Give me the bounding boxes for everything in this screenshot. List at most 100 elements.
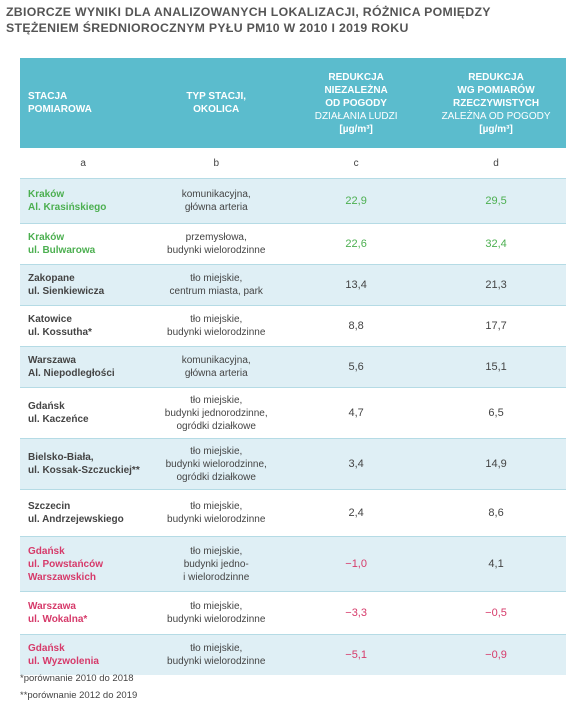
type-cell: komunikacyjna, główna arteria bbox=[146, 178, 287, 224]
type-cell: tło miejskie, budynki wielorodzinne, ogród… bbox=[146, 438, 287, 490]
value-d: 14,9 bbox=[426, 438, 566, 490]
header-sub: ZALEŻNA OD POGODY bbox=[441, 110, 551, 122]
value-d: 8,6 bbox=[426, 489, 566, 537]
header-sub: DZIAŁANIA LUDZI bbox=[314, 110, 398, 122]
station-cell: Warszawa ul. Wokalna* bbox=[20, 591, 147, 635]
station-line: Gdańsk bbox=[28, 643, 65, 654]
station-line: Szczecin bbox=[28, 501, 71, 512]
station-cell: Katowice ul. Kossutha* bbox=[20, 305, 147, 347]
value-c: 13,4 bbox=[286, 264, 427, 306]
type-line: ogródki działkowe bbox=[176, 471, 256, 483]
data-row: Kraków ul. Bulwarowa przemysłowa, budynki w… bbox=[20, 223, 566, 265]
title-line: STĘŻENIEM ŚREDNIOROCZNYM PYŁU PM10 W 201… bbox=[6, 21, 409, 35]
type-line: komunikacyjna, bbox=[181, 355, 251, 366]
type-line: główna arteria bbox=[184, 202, 248, 213]
value-c: 8,8 bbox=[286, 305, 427, 347]
type-line: tło miejskie, bbox=[190, 273, 243, 284]
value-c: 5,6 bbox=[286, 346, 427, 388]
type-line: tło miejskie, bbox=[190, 545, 243, 557]
header-unit: [µg/m³] bbox=[479, 123, 513, 135]
header-line: TYP STACJI, bbox=[186, 91, 247, 102]
type-line: tło miejskie, bbox=[190, 501, 243, 512]
header-line: WG POMIARÓW bbox=[457, 84, 535, 96]
column-letter: b bbox=[213, 157, 219, 169]
type-line: tło miejskie, bbox=[190, 314, 243, 325]
header-unit: [µg/m³] bbox=[339, 123, 373, 135]
value-c: 22,6 bbox=[286, 223, 427, 265]
station-cell: Zakopane ul. Sienkiewicza bbox=[20, 264, 147, 306]
type-line: budynki wielorodzinne, bbox=[165, 458, 267, 470]
station-line: ul. Wokalna* bbox=[28, 614, 88, 625]
station-line: ul. Andrzejewskiego bbox=[28, 514, 124, 525]
station-line: ul. Bulwarowa bbox=[28, 245, 96, 256]
data-row: Kraków Al. Krasińskiego komunikacyjna, głów… bbox=[20, 178, 566, 224]
station-line: ul. Wyzwolenia bbox=[28, 656, 99, 667]
header-line: NIEZALEŻNA bbox=[324, 84, 388, 96]
station-line: Warszawskich bbox=[28, 571, 96, 583]
station-cell: Gdańsk ul. Powstańców Warszawskich bbox=[20, 536, 147, 592]
station-cell: Kraków ul. Bulwarowa bbox=[20, 223, 147, 265]
type-line: centrum miasta, park bbox=[169, 286, 263, 297]
type-cell: tło miejskie, budynki jednorodzinne, ogród… bbox=[146, 387, 287, 439]
data-row: Zakopane ul. Sienkiewicza tło miejskie, cen… bbox=[20, 264, 566, 306]
header-line: REDUKCJA bbox=[468, 71, 524, 83]
title: ZBIORCZE WYNIKI DLA ANALIZOWANYCH LOKALI… bbox=[6, 4, 491, 36]
column-letter: d bbox=[493, 157, 499, 169]
value-d: 15,1 bbox=[426, 346, 566, 388]
station-line: ul. Powstańców bbox=[28, 558, 104, 570]
header-line: STACJA bbox=[28, 91, 68, 102]
letter-row: a b c d bbox=[20, 148, 566, 179]
type-line: przemysłowa, bbox=[185, 232, 247, 243]
station-line: Kraków bbox=[28, 232, 65, 243]
type-line: budynki wielorodzinne bbox=[167, 656, 266, 667]
data-row: Katowice ul. Kossutha* tło miejskie, budynk… bbox=[20, 305, 566, 347]
data-row: Gdańsk ul. Wyzwolenia tło miejskie, budynki… bbox=[20, 634, 566, 675]
station-line: ul. Kossak-Szczuckiej** bbox=[28, 465, 140, 476]
type-line: budynki wielorodzinne bbox=[167, 514, 266, 525]
type-cell: tło miejskie, budynki wielorodzinne bbox=[146, 305, 287, 347]
station-line: Katowice bbox=[28, 314, 72, 325]
header-cell: TYP STACJI, OKOLICA bbox=[146, 58, 287, 148]
header-cell: REDUKCJA WG POMIARÓW RZECZYWISTYCH ZALEŻNA … bbox=[426, 58, 566, 148]
type-line: tło miejskie, bbox=[190, 445, 243, 457]
station-cell: Gdańsk ul. Kaczeńce bbox=[20, 387, 147, 439]
type-line: budynki wielorodzinne bbox=[167, 245, 266, 256]
type-line: budynki wielorodzinne bbox=[167, 614, 266, 625]
value-d: 6,5 bbox=[426, 387, 566, 439]
column-letter: a bbox=[80, 157, 86, 169]
footnotes: *porównanie 2010 do 2018 **porównanie 201… bbox=[20, 670, 137, 704]
value-c: 3,4 bbox=[286, 438, 427, 490]
station-line: Al. Niepodległości bbox=[28, 368, 115, 379]
data-row: Gdańsk ul. Kaczeńce tło miejskie, budynki j… bbox=[20, 387, 566, 439]
station-cell: Warszawa Al. Niepodległości bbox=[20, 346, 147, 388]
header-line: OD POGODY bbox=[325, 97, 387, 109]
station-cell: Gdańsk ul. Wyzwolenia bbox=[20, 634, 147, 675]
station-line: Bielsko-Biała, bbox=[28, 452, 94, 463]
type-line: ogródki działkowe bbox=[176, 420, 256, 432]
header-row: STACJA POMIAROWA TYP STACJI, OKOLICA REDUKCJ… bbox=[20, 58, 566, 148]
header-line: REDUKCJA bbox=[328, 71, 384, 83]
value-c: −3,3 bbox=[286, 591, 427, 635]
value-c: 22,9 bbox=[286, 178, 427, 224]
type-cell: tło miejskie, budynki wielorodzinne bbox=[146, 634, 287, 675]
type-line: tło miejskie, bbox=[190, 601, 243, 612]
value-d: 17,7 bbox=[426, 305, 566, 347]
value-d: 32,4 bbox=[426, 223, 566, 265]
station-cell: Szczecin ul. Andrzejewskiego bbox=[20, 489, 147, 537]
footnote: *porównanie 2010 do 2018 bbox=[20, 673, 134, 684]
type-line: tło miejskie, bbox=[190, 643, 243, 654]
type-line: i wielorodzinne bbox=[183, 571, 250, 583]
table: STACJA POMIAROWA TYP STACJI, OKOLICA REDUKCJ… bbox=[20, 58, 566, 675]
value-d: −0,5 bbox=[426, 591, 566, 635]
type-line: komunikacyjna, bbox=[181, 189, 251, 200]
type-line: budynki wielorodzinne bbox=[167, 327, 266, 338]
type-cell: tło miejskie, budynki wielorodzinne bbox=[146, 591, 287, 635]
value-c: 4,7 bbox=[286, 387, 427, 439]
value-c: 2,4 bbox=[286, 489, 427, 537]
data-row: Bielsko-Biała, ul. Kossak-Szczuckiej** tło… bbox=[20, 438, 566, 490]
value-d: 21,3 bbox=[426, 264, 566, 306]
type-line: główna arteria bbox=[184, 368, 248, 379]
type-cell: tło miejskie, budynki wielorodzinne bbox=[146, 489, 287, 537]
station-line: ul. Kossutha* bbox=[28, 327, 92, 338]
